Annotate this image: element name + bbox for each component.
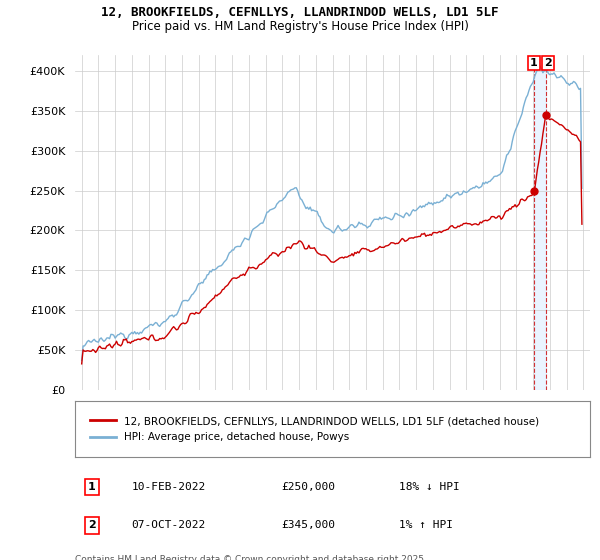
- Text: 07-OCT-2022: 07-OCT-2022: [131, 520, 206, 530]
- Text: 10-FEB-2022: 10-FEB-2022: [131, 482, 206, 492]
- Text: 2: 2: [544, 58, 552, 68]
- Text: Contains HM Land Registry data © Crown copyright and database right 2025.
This d: Contains HM Land Registry data © Crown c…: [75, 555, 427, 560]
- Text: 1: 1: [530, 58, 538, 68]
- Text: 1% ↑ HPI: 1% ↑ HPI: [400, 520, 454, 530]
- Text: 2: 2: [88, 520, 95, 530]
- Text: 12, BROOKFIELDS, CEFNLLYS, LLANDRINDOD WELLS, LD1 5LF: 12, BROOKFIELDS, CEFNLLYS, LLANDRINDOD W…: [101, 6, 499, 18]
- Text: 1: 1: [88, 482, 95, 492]
- Text: 18% ↓ HPI: 18% ↓ HPI: [400, 482, 460, 492]
- Bar: [535, 55, 545, 390]
- Text: £250,000: £250,000: [281, 482, 335, 492]
- Text: Price paid vs. HM Land Registry's House Price Index (HPI): Price paid vs. HM Land Registry's House …: [131, 20, 469, 32]
- Legend: 12, BROOKFIELDS, CEFNLLYS, LLANDRINDOD WELLS, LD1 5LF (detached house), HPI: Ave: 12, BROOKFIELDS, CEFNLLYS, LLANDRINDOD W…: [85, 412, 543, 446]
- Text: £345,000: £345,000: [281, 520, 335, 530]
